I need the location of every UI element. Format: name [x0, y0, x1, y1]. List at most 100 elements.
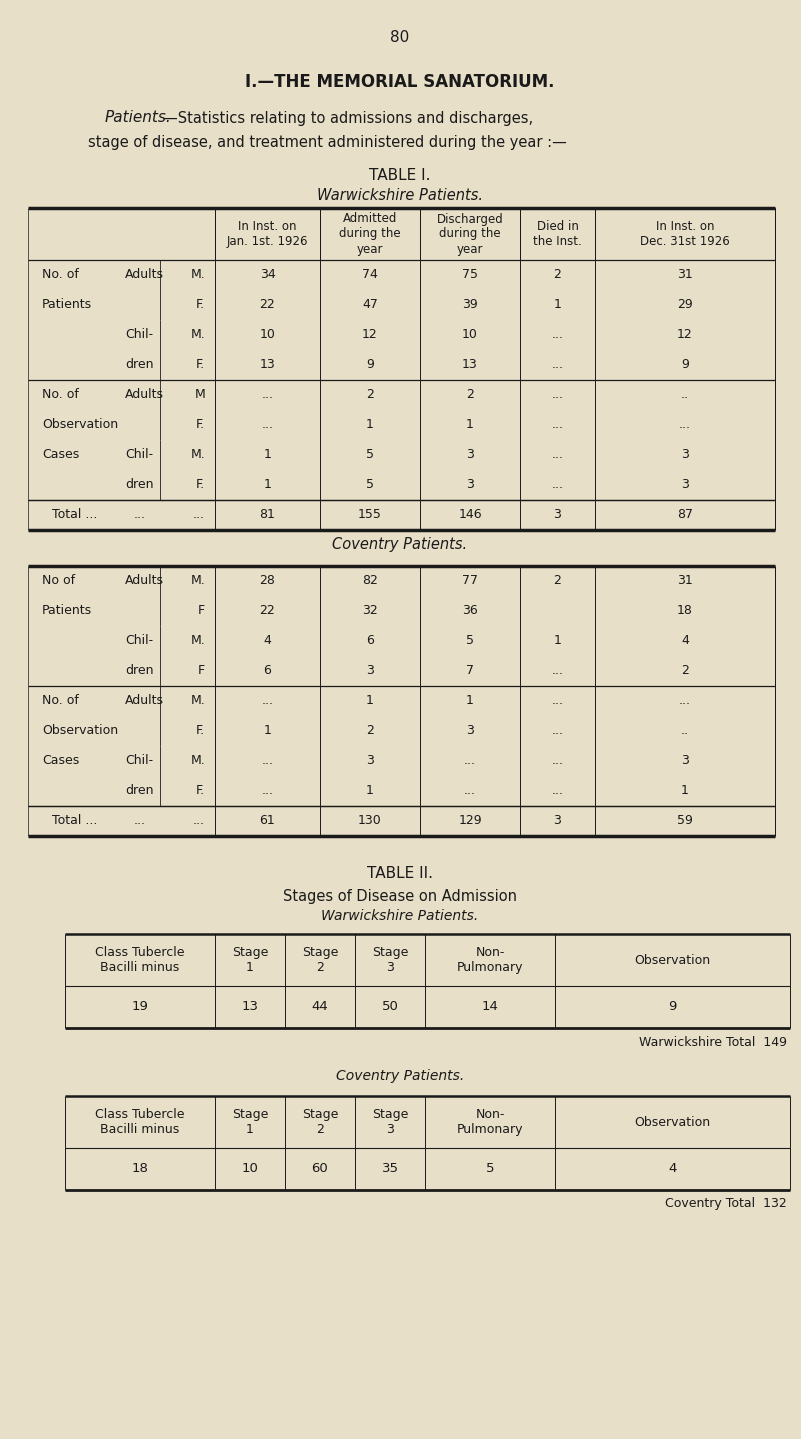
Text: 3: 3 — [466, 724, 474, 738]
Text: ...: ... — [552, 328, 563, 341]
Text: 13: 13 — [260, 358, 276, 371]
Text: No. of: No. of — [42, 695, 78, 708]
Text: 61: 61 — [260, 814, 276, 827]
Text: 3: 3 — [366, 665, 374, 678]
Text: 39: 39 — [462, 298, 478, 311]
Text: 50: 50 — [381, 1000, 398, 1013]
Text: No. of: No. of — [42, 389, 78, 401]
Text: ..: .. — [681, 724, 689, 738]
Text: 2: 2 — [466, 389, 474, 401]
Text: ...: ... — [552, 724, 563, 738]
Text: 9: 9 — [681, 358, 689, 371]
Text: ...: ... — [464, 784, 476, 797]
Text: 18: 18 — [131, 1163, 148, 1176]
Text: Observation: Observation — [634, 954, 710, 967]
Text: ...: ... — [261, 695, 273, 708]
Text: Cases: Cases — [42, 449, 79, 462]
Text: ...: ... — [552, 479, 563, 492]
Text: 1: 1 — [366, 784, 374, 797]
Text: 5: 5 — [366, 479, 374, 492]
Text: 3: 3 — [366, 754, 374, 767]
Text: Patients: Patients — [42, 604, 92, 617]
Text: 2: 2 — [366, 389, 374, 401]
Text: Admitted
during the
year: Admitted during the year — [339, 213, 400, 256]
Text: M.: M. — [191, 635, 205, 648]
Text: 80: 80 — [390, 30, 409, 46]
Text: 9: 9 — [366, 358, 374, 371]
Text: TABLE I.: TABLE I. — [369, 167, 431, 183]
Text: 31: 31 — [677, 574, 693, 587]
Text: —Statistics relating to admissions and discharges,: —Statistics relating to admissions and d… — [163, 111, 533, 125]
Text: Adults: Adults — [125, 269, 164, 282]
Text: F: F — [198, 604, 205, 617]
Text: ...: ... — [552, 449, 563, 462]
Text: ...: ... — [552, 358, 563, 371]
Text: 22: 22 — [260, 604, 276, 617]
Text: 10: 10 — [462, 328, 478, 341]
Text: 1: 1 — [681, 784, 689, 797]
Text: 35: 35 — [381, 1163, 399, 1176]
Text: 74: 74 — [362, 269, 378, 282]
Text: 1: 1 — [553, 298, 562, 311]
Text: Observation: Observation — [634, 1115, 710, 1128]
Text: 12: 12 — [677, 328, 693, 341]
Text: Class Tubercle
Bacilli minus: Class Tubercle Bacilli minus — [95, 945, 185, 974]
Text: Warwickshire Total  149: Warwickshire Total 149 — [639, 1036, 787, 1049]
Text: 2: 2 — [681, 665, 689, 678]
Text: 60: 60 — [312, 1163, 328, 1176]
Text: Stage
1: Stage 1 — [231, 1108, 268, 1135]
Text: dren: dren — [125, 479, 154, 492]
Text: Coventry Patients.: Coventry Patients. — [332, 537, 468, 551]
Text: In Inst. on
Dec. 31st 1926: In Inst. on Dec. 31st 1926 — [640, 220, 730, 248]
Text: Coventry Total  132: Coventry Total 132 — [666, 1197, 787, 1210]
Text: 129: 129 — [458, 814, 482, 827]
Text: ...: ... — [261, 389, 273, 401]
Text: 3: 3 — [681, 449, 689, 462]
Text: 4: 4 — [668, 1163, 677, 1176]
Text: 22: 22 — [260, 298, 276, 311]
Text: I.—THE MEMORIAL SANATORIUM.: I.—THE MEMORIAL SANATORIUM. — [245, 73, 555, 91]
Text: dren: dren — [125, 358, 154, 371]
Text: Patients: Patients — [42, 298, 92, 311]
Text: Warwickshire Patients.: Warwickshire Patients. — [317, 189, 483, 203]
Text: Chil-: Chil- — [125, 754, 153, 767]
Text: Adults: Adults — [125, 389, 164, 401]
Text: 87: 87 — [677, 508, 693, 521]
Text: Stage
2: Stage 2 — [302, 945, 338, 974]
Text: 13: 13 — [462, 358, 478, 371]
Text: ...: ... — [193, 814, 205, 827]
Text: 7: 7 — [466, 665, 474, 678]
Text: 1: 1 — [366, 419, 374, 432]
Text: Total ...: Total ... — [52, 814, 98, 827]
Text: ...: ... — [261, 754, 273, 767]
Text: 5: 5 — [366, 449, 374, 462]
Text: M.: M. — [191, 574, 205, 587]
Text: F.: F. — [196, 358, 205, 371]
Text: M.: M. — [191, 754, 205, 767]
Text: 18: 18 — [677, 604, 693, 617]
Text: Warwickshire Patients.: Warwickshire Patients. — [321, 909, 479, 922]
Text: 3: 3 — [466, 479, 474, 492]
Text: 5: 5 — [466, 635, 474, 648]
Text: 36: 36 — [462, 604, 478, 617]
Text: dren: dren — [125, 784, 154, 797]
Text: 3: 3 — [681, 754, 689, 767]
Text: Non-
Pulmonary: Non- Pulmonary — [457, 1108, 523, 1135]
Text: 1: 1 — [466, 695, 474, 708]
Text: 82: 82 — [362, 574, 378, 587]
Text: Patients.: Patients. — [105, 111, 171, 125]
Text: Chil-: Chil- — [125, 635, 153, 648]
Text: Adults: Adults — [125, 574, 164, 587]
Text: 28: 28 — [260, 574, 276, 587]
Text: 1: 1 — [264, 479, 272, 492]
Text: ...: ... — [552, 419, 563, 432]
Text: Stage
2: Stage 2 — [302, 1108, 338, 1135]
Text: ...: ... — [261, 784, 273, 797]
Text: 9: 9 — [668, 1000, 677, 1013]
Text: 34: 34 — [260, 269, 276, 282]
Text: F.: F. — [196, 724, 205, 738]
Text: In Inst. on
Jan. 1st. 1926: In Inst. on Jan. 1st. 1926 — [227, 220, 308, 248]
Text: 4: 4 — [264, 635, 272, 648]
Text: 1: 1 — [264, 449, 272, 462]
Text: Class Tubercle
Bacilli minus: Class Tubercle Bacilli minus — [95, 1108, 185, 1135]
